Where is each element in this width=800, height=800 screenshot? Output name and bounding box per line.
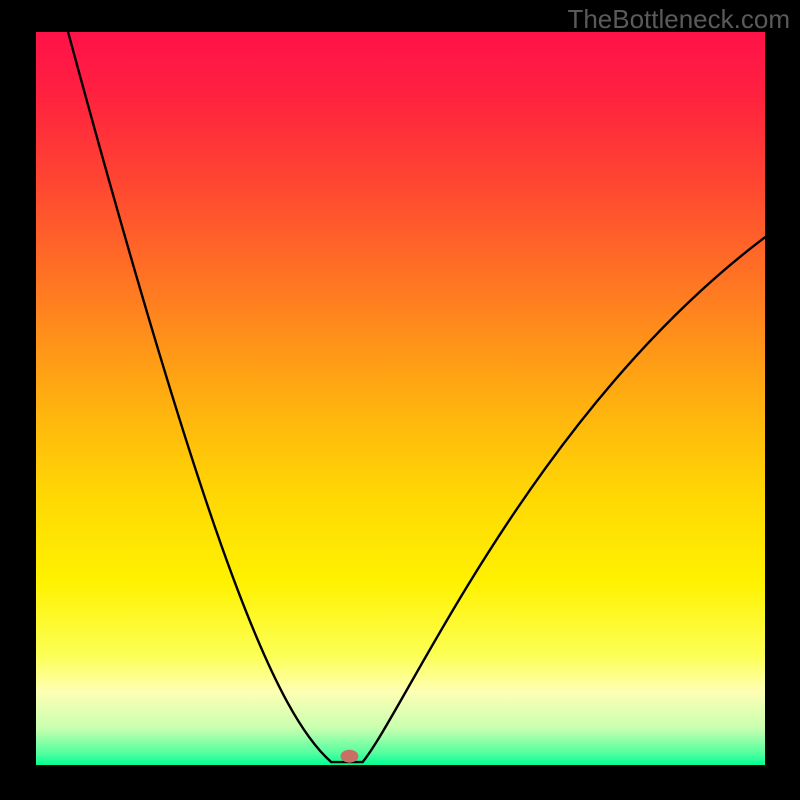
bottleneck-chart xyxy=(36,32,765,765)
watermark-text: TheBottleneck.com xyxy=(567,4,790,35)
chart-container: TheBottleneck.com xyxy=(0,0,800,800)
optimal-point-marker xyxy=(340,750,358,763)
chart-background xyxy=(36,32,765,765)
